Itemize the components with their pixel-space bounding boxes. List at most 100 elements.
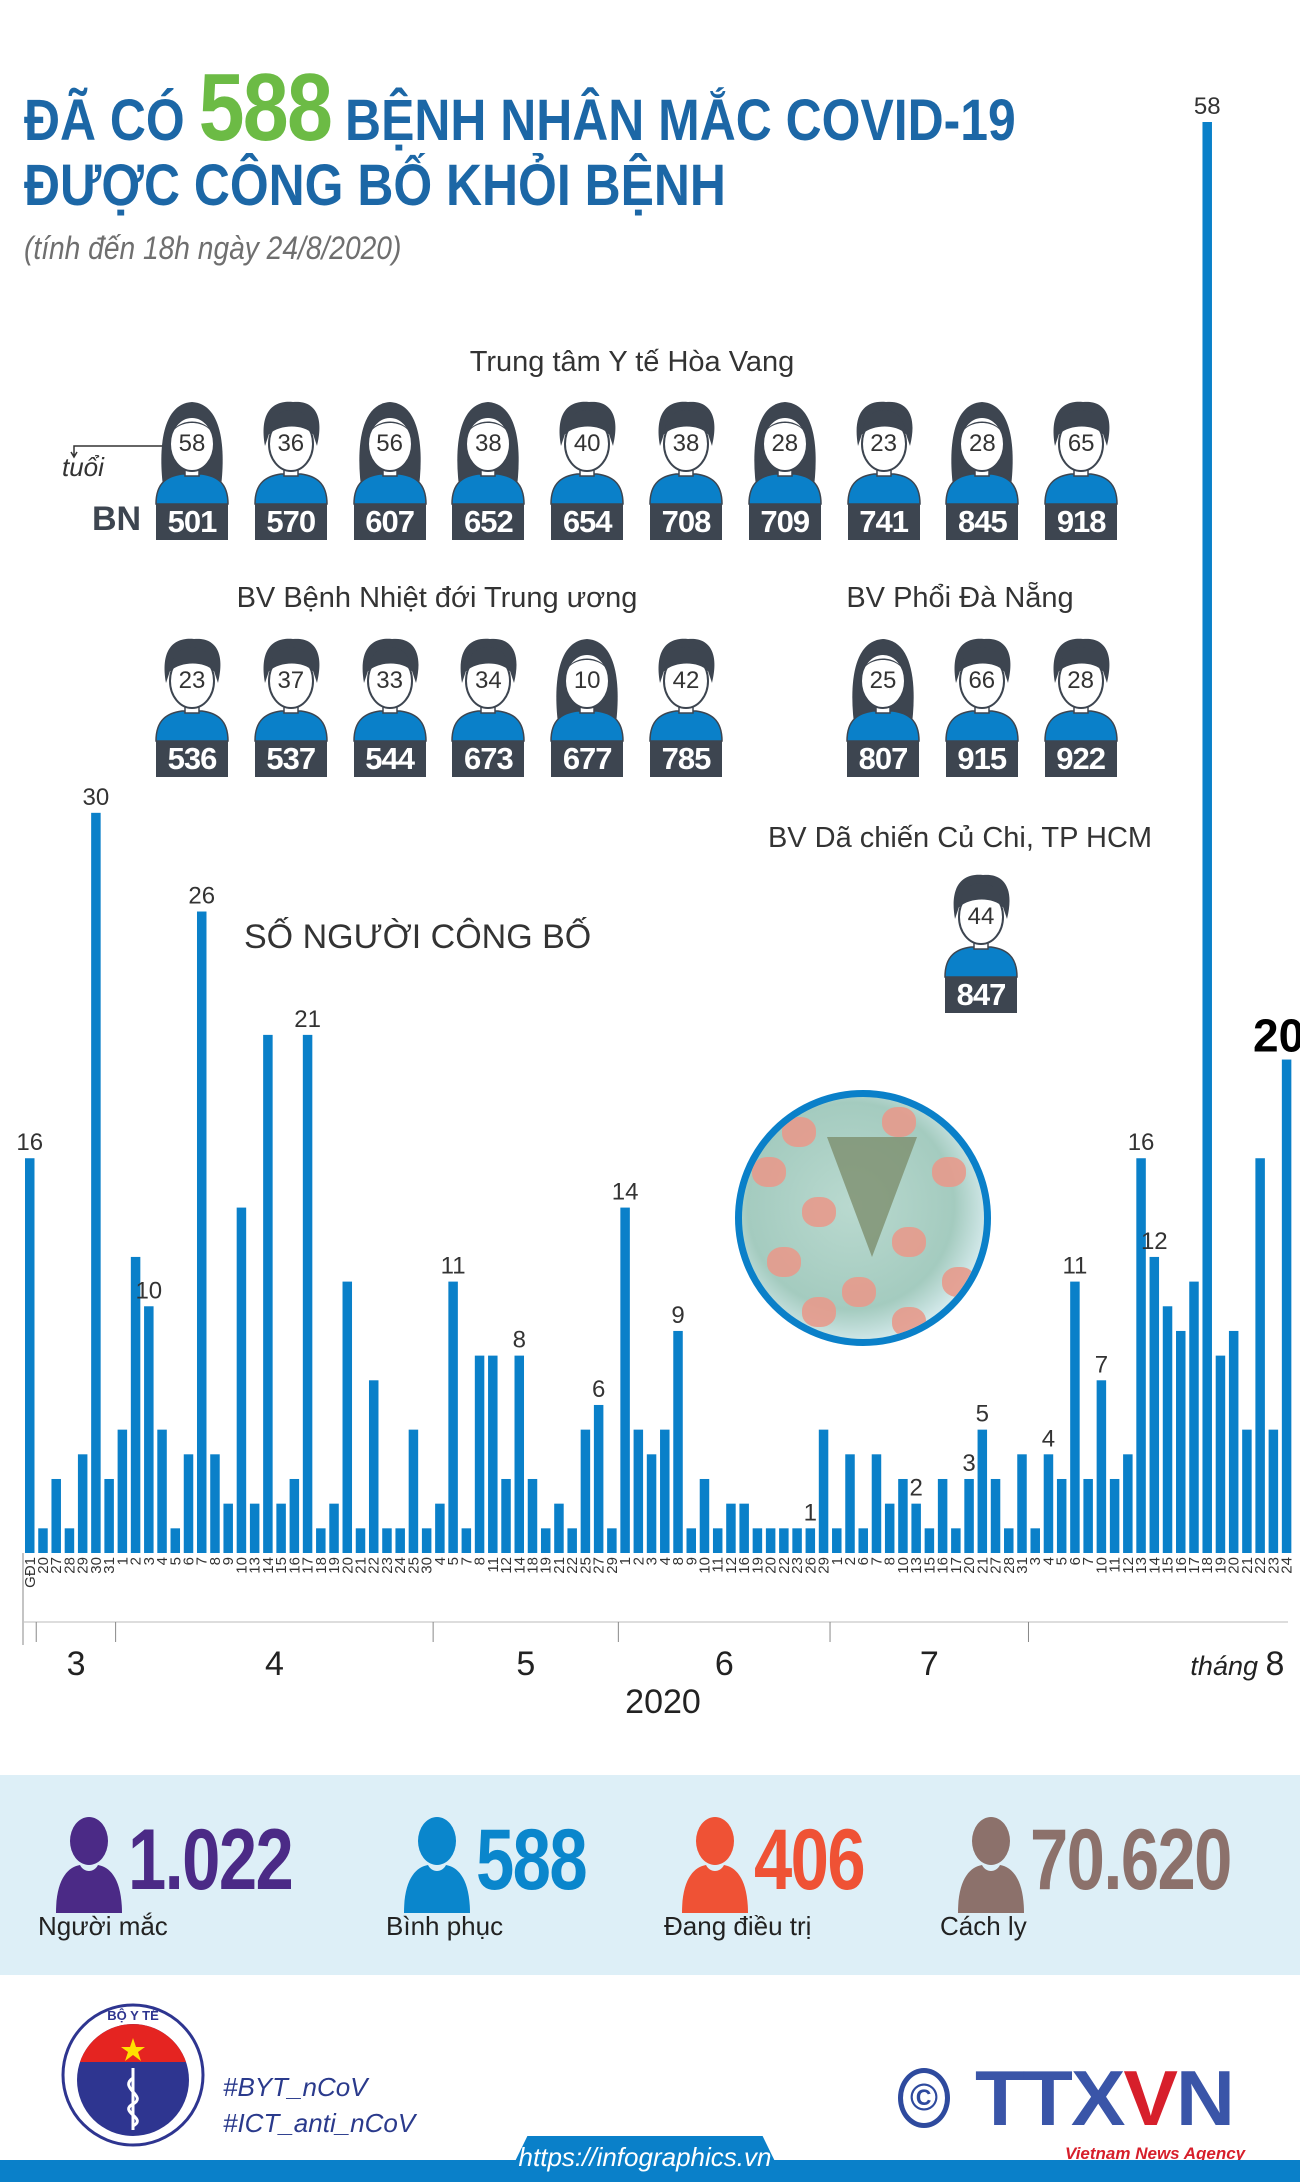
bar-value-label: 20: [1253, 1010, 1300, 1062]
bar: [421, 1528, 432, 1553]
patient-number: 845: [958, 504, 1008, 539]
month-label: 6: [715, 1645, 734, 1683]
bar: [329, 1503, 339, 1553]
bar-value-label: 16: [16, 1129, 43, 1156]
patient-age: 38: [672, 430, 700, 457]
patient-card: 33 544: [350, 631, 430, 779]
patient-age: 28: [969, 430, 996, 457]
patient-age: 23: [870, 430, 897, 457]
day-tick-label: 10: [696, 1557, 713, 1574]
bar: [554, 1503, 564, 1553]
day-tick-label: 16: [286, 1557, 303, 1574]
patient-card: 58 501: [152, 394, 232, 542]
bar: [607, 1528, 617, 1553]
day-tick-label: 27: [591, 1557, 608, 1574]
bar: [1281, 1059, 1292, 1553]
day-tick-label: 14: [260, 1557, 277, 1574]
bar: [448, 1281, 458, 1553]
headline-line-1: ĐÃ CÓ 588 BỆNH NHÂN MẮC COVID-19: [24, 60, 1016, 156]
patient-age: 65: [1067, 430, 1095, 457]
bar-value-label: 2: [909, 1475, 922, 1502]
month-label: 4: [265, 1645, 284, 1683]
bar: [660, 1429, 670, 1553]
patient-number: 918: [1056, 504, 1107, 539]
day-tick-label: 7: [194, 1557, 211, 1565]
patient-age: 28: [771, 430, 799, 457]
day-tick-label: 22: [1252, 1557, 1269, 1574]
bar: [1017, 1454, 1027, 1553]
day-tick-label: 8: [670, 1557, 687, 1565]
day-tick-label: 7: [1080, 1557, 1097, 1565]
bar: [1083, 1478, 1093, 1553]
day-tick-label: 25: [577, 1557, 594, 1574]
day-tick-label: 12: [723, 1557, 740, 1574]
bar: [117, 1429, 128, 1553]
stat-label: Đang điều trị: [664, 1911, 812, 1941]
day-tick-label: 10: [1093, 1557, 1110, 1574]
day-tick-label: 23: [379, 1557, 396, 1574]
day-tick-label: 14: [1146, 1557, 1163, 1574]
chart-title: SỐ NGƯỜI CÔNG BỐ: [244, 918, 592, 956]
bar: [170, 1528, 181, 1553]
month-label: 7: [920, 1645, 939, 1683]
bar-value-label: 3: [962, 1450, 975, 1477]
day-tick-label: 2: [630, 1557, 647, 1565]
bar: [924, 1528, 935, 1553]
day-tick-label: 24: [1279, 1557, 1296, 1574]
day-tick-label: 24: [392, 1557, 409, 1574]
bar: [435, 1503, 445, 1553]
bar: [567, 1528, 577, 1553]
patient-card: 23 741: [844, 394, 924, 542]
day-tick-label: 19: [749, 1557, 766, 1574]
bar: [686, 1528, 696, 1553]
stat-label: Bình phục: [386, 1911, 504, 1941]
day-tick-label: 11: [710, 1557, 727, 1573]
bar: [871, 1454, 882, 1553]
bar: [779, 1528, 789, 1553]
day-tick-label: 28: [1001, 1557, 1018, 1574]
day-tick-label: 18: [524, 1557, 541, 1574]
bar: [527, 1478, 538, 1553]
subtitle: (tính đến 18h ngày 24/8/2020): [24, 230, 402, 266]
day-tick-label: 29: [816, 1557, 833, 1574]
bar: [832, 1528, 842, 1553]
patient-age: 40: [573, 430, 601, 457]
bar: [620, 1207, 630, 1553]
patient-card: 10 677: [547, 631, 627, 779]
day-tick-label: 21: [353, 1557, 370, 1574]
day-tick-label: 21: [551, 1557, 568, 1574]
patient-age: 42: [672, 667, 700, 694]
day-tick-label: 8: [882, 1557, 899, 1565]
bar: [316, 1528, 326, 1553]
day-tick-label: GĐ1: [22, 1557, 39, 1588]
patient-age: 56: [376, 430, 403, 457]
patient-number: 570: [266, 504, 316, 539]
bar: [699, 1478, 710, 1553]
patient-card: 37 537: [251, 631, 331, 779]
bar-value-label: 21: [294, 1006, 321, 1033]
day-tick-label: 15: [273, 1557, 290, 1574]
day-tick-label: 13: [908, 1557, 925, 1574]
day-tick-label: 17: [1186, 1557, 1203, 1574]
age-legend: tuổi: [62, 452, 104, 482]
day-tick-label: 27: [988, 1557, 1005, 1574]
bar: [845, 1454, 855, 1553]
bar-value-label: 30: [83, 784, 110, 811]
bar: [1268, 1429, 1279, 1553]
patient-age: 33: [376, 667, 403, 694]
website-link[interactable]: https://infographics.vn: [518, 2142, 772, 2172]
day-tick-label: 21: [1239, 1557, 1256, 1574]
patient-card: 36 570: [251, 394, 331, 542]
patient-card: 56 607: [350, 394, 430, 542]
patient-age: 37: [277, 667, 305, 694]
hashtag-ict[interactable]: #ICT_anti_nCoV: [223, 2108, 416, 2138]
bar: [818, 1429, 829, 1553]
bar: [937, 1478, 948, 1553]
bar: [342, 1281, 353, 1553]
day-tick-label: 8: [207, 1557, 224, 1565]
day-tick-label: 9: [683, 1557, 700, 1565]
day-tick-label: 22: [366, 1557, 383, 1574]
hashtag-byt[interactable]: #BYT_nCoV: [223, 2072, 368, 2102]
hospital-name: BV Dã chiến Củ Chi, TP HCM: [767, 822, 1153, 854]
bar: [157, 1429, 167, 1553]
